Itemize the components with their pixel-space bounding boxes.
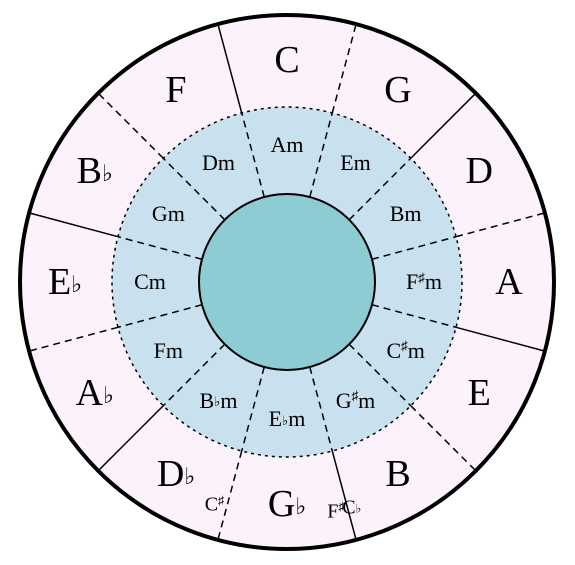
circle-of-fifths-diagram: CAmGEmDBmAF♯mEC♯mBG♯mC♭G♭E♭mF♯D♭B♭mC♯A♭F… bbox=[0, 0, 575, 565]
circle-of-fifths-svg bbox=[0, 0, 575, 565]
